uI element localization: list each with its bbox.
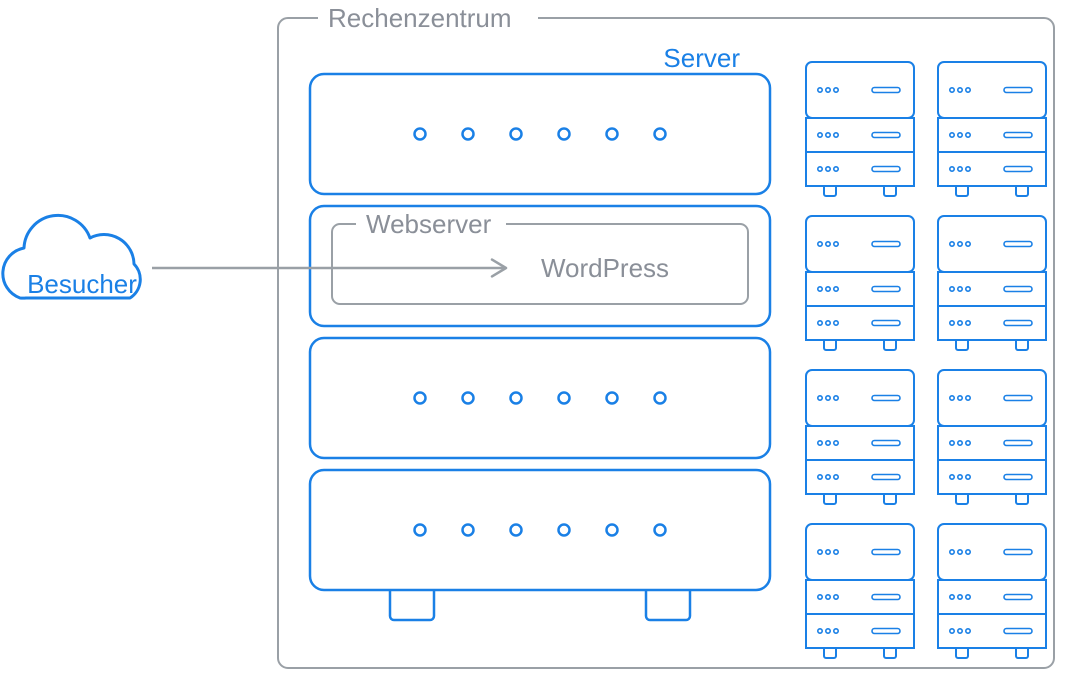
datacenter-label: Rechenzentrum: [328, 3, 512, 33]
small-server-icon: [806, 524, 914, 658]
server-rack: [310, 74, 770, 620]
small-server-icon: [806, 62, 914, 196]
rack-unit: [310, 74, 770, 194]
small-server-icon: [806, 370, 914, 504]
wordpress-label: WordPress: [541, 253, 669, 283]
small-server-icon: [806, 216, 914, 350]
small-server-icon: [938, 524, 1046, 658]
small-server-icon: [938, 62, 1046, 196]
small-server-icon: [938, 370, 1046, 504]
small-server-icon: [938, 216, 1046, 350]
visitor-label: Besucher: [27, 269, 137, 299]
rack-unit: [310, 470, 770, 590]
server-group-label: Server: [663, 43, 740, 73]
webserver-label: Webserver: [366, 209, 492, 239]
rack-unit: [310, 338, 770, 458]
